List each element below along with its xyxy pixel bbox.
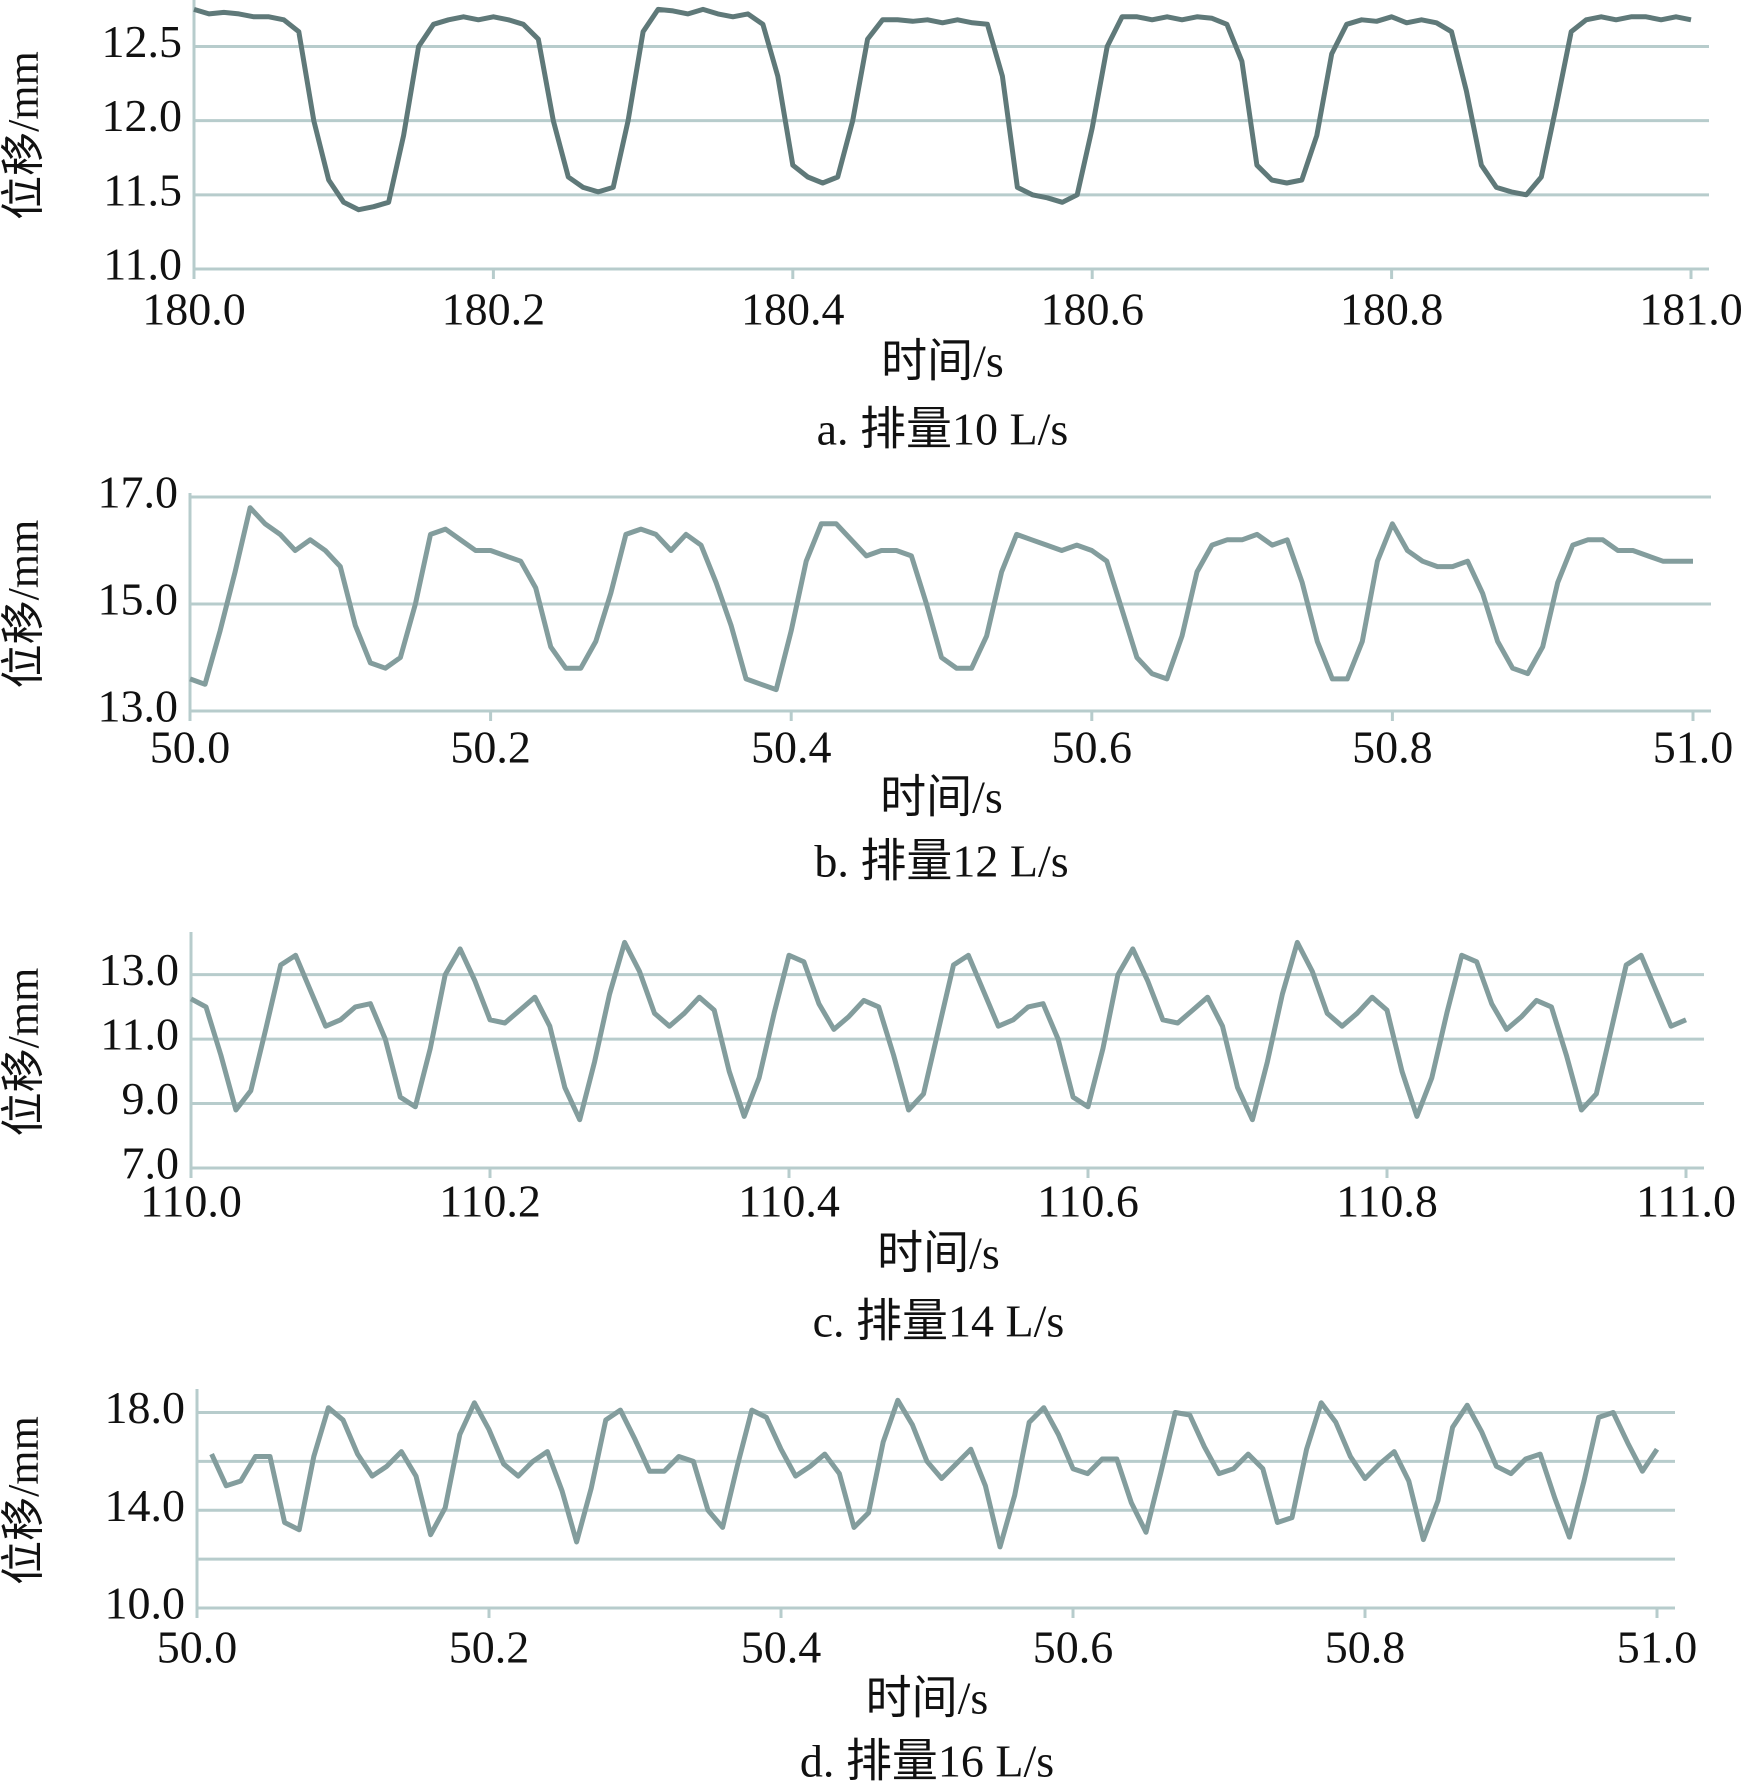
- x-tick-label: 110.2: [439, 1176, 541, 1227]
- x-tick-label: 51.0: [1617, 1622, 1698, 1673]
- caption: d. 排量16 L/s: [800, 1736, 1054, 1787]
- x-tick-label: 50.6: [1052, 722, 1133, 773]
- x-tick-label: 50.8: [1325, 1622, 1406, 1673]
- y-tick-label: 12.5: [102, 16, 183, 67]
- caption: b. 排量12 L/s: [814, 836, 1068, 887]
- y-tick-label: 11.5: [103, 164, 182, 215]
- y-axis-label: 位移/mm: [0, 968, 48, 1137]
- x-axis-label: 时间/s: [866, 1673, 989, 1724]
- x-tick-label: 51.0: [1653, 722, 1734, 773]
- y-tick-label: 14.0: [105, 1480, 186, 1531]
- x-tick-label: 50.2: [450, 722, 531, 773]
- data-line: [193, 6, 1692, 213]
- x-axis-label: 时间/s: [880, 772, 1003, 823]
- caption: c. 排量14 L/s: [813, 1296, 1065, 1347]
- x-tick-label: 110.6: [1037, 1176, 1139, 1227]
- y-tick-label: 7.0: [122, 1138, 180, 1189]
- x-tick-label: 180.8: [1340, 284, 1444, 335]
- x-tick-label: 50.4: [741, 1622, 822, 1673]
- x-tick-label: 180.4: [741, 284, 845, 335]
- y-axis-label: 位移/mm: [0, 1416, 48, 1585]
- y-tick-label: 9.0: [122, 1073, 180, 1124]
- x-tick-label: 180.0: [142, 284, 246, 335]
- x-axis-label: 时间/s: [881, 336, 1004, 387]
- x-tick-label: 111.0: [1636, 1176, 1736, 1227]
- x-tick-label: 110.0: [140, 1176, 242, 1227]
- x-tick-label: 110.8: [1336, 1176, 1438, 1227]
- x-tick-label: 50.2: [449, 1622, 530, 1673]
- data-line: [209, 1397, 1660, 1550]
- x-tick-label: 180.2: [442, 284, 546, 335]
- x-tick-label: 50.8: [1352, 722, 1433, 773]
- y-tick-label: 11.0: [100, 1009, 179, 1060]
- y-tick-label: 18.0: [105, 1382, 186, 1433]
- y-tick-label: 13.0: [99, 944, 180, 995]
- x-tick-label: 50.6: [1033, 1622, 1114, 1673]
- y-tick-label: 17.0: [98, 467, 179, 518]
- y-axis-label: 位移/mm: [0, 520, 48, 689]
- x-tick-label: 181.0: [1639, 284, 1743, 335]
- y-tick-label: 15.0: [98, 574, 179, 625]
- x-tick-label: 180.6: [1040, 284, 1144, 335]
- x-axis-label: 时间/s: [877, 1228, 1000, 1279]
- data-line: [189, 505, 1693, 693]
- x-tick-label: 110.4: [738, 1176, 840, 1227]
- caption: a. 排量10 L/s: [817, 404, 1069, 455]
- y-axis-label: 位移/mm: [0, 51, 48, 220]
- y-tick-label: 12.0: [102, 90, 183, 141]
- x-tick-label: 50.4: [751, 722, 832, 773]
- y-tick-label: 10.0: [105, 1578, 186, 1629]
- y-tick-label: 11.0: [103, 239, 182, 290]
- y-tick-label: 13.0: [98, 681, 179, 732]
- data-line: [189, 939, 1687, 1123]
- x-tick-label: 50.0: [150, 722, 231, 773]
- x-tick-label: 50.0: [157, 1622, 238, 1673]
